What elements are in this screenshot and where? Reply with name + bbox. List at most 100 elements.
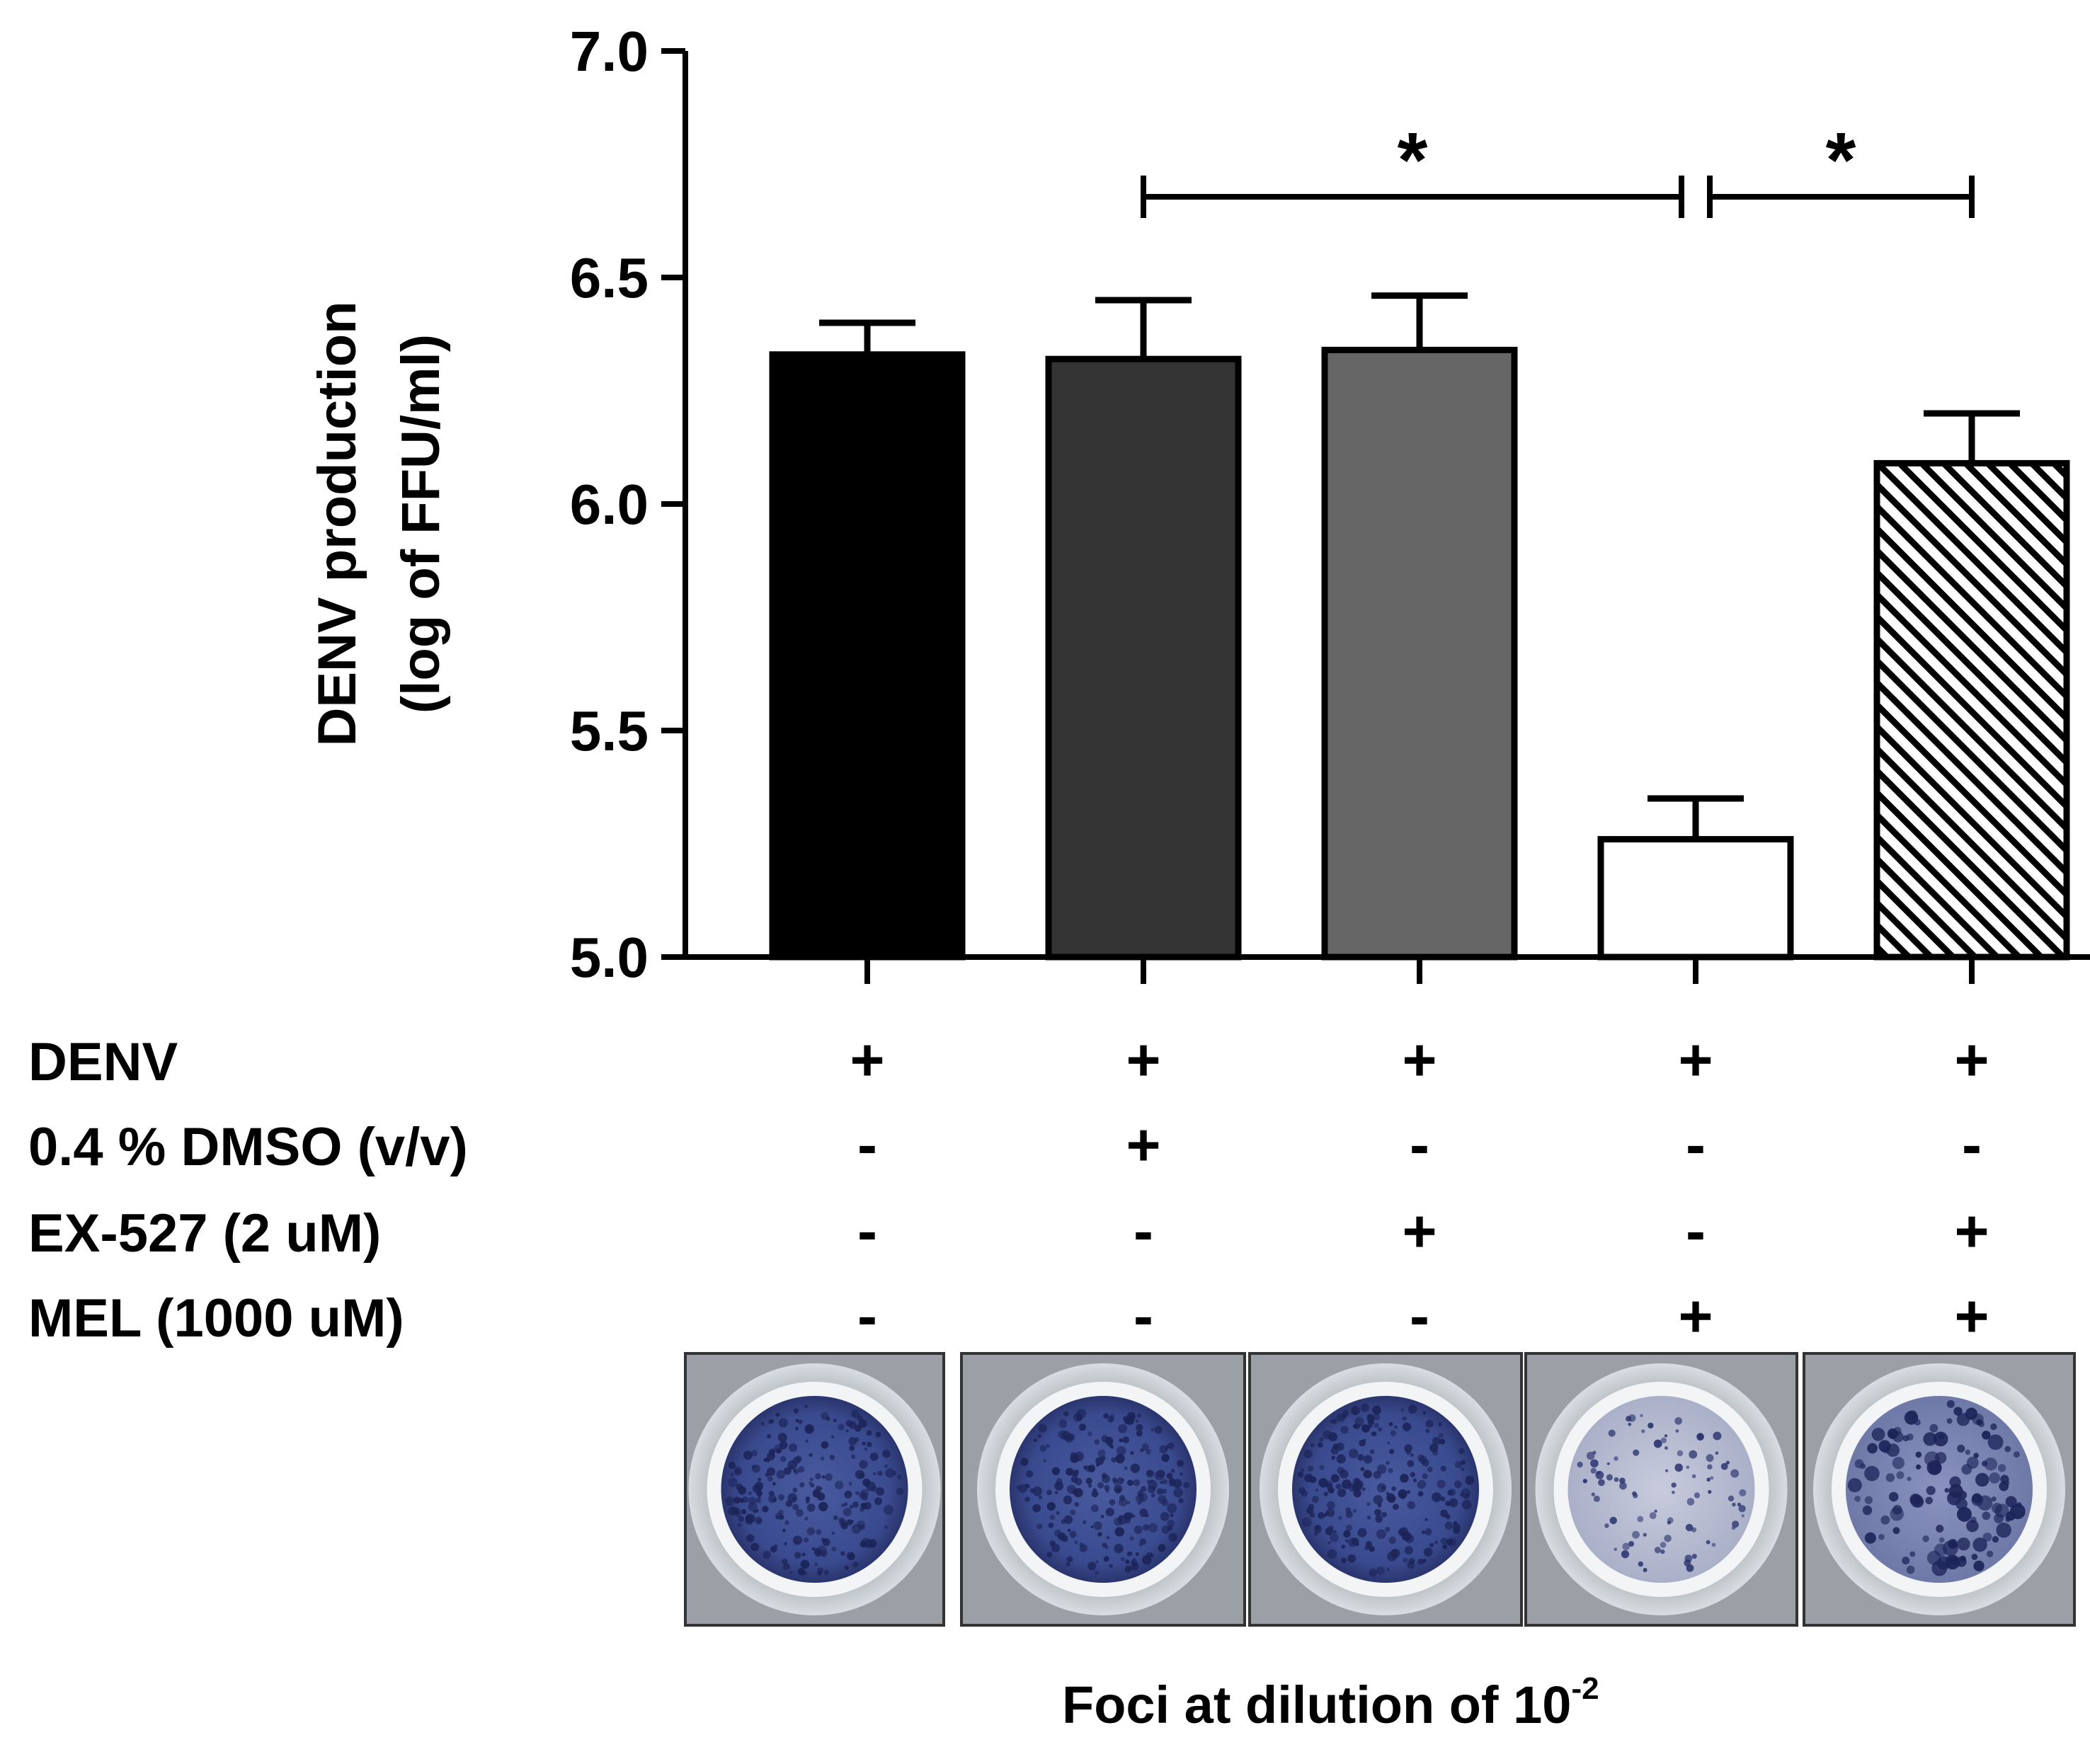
focus-dot xyxy=(1976,1419,1982,1426)
treatment-sign: + xyxy=(1126,1026,1160,1093)
focus-dot xyxy=(1439,1438,1446,1445)
focus-dot xyxy=(1351,1537,1359,1546)
focus-dot xyxy=(845,1429,849,1433)
focus-dot xyxy=(866,1481,876,1491)
focus-dot xyxy=(1694,1492,1701,1499)
focus-dot xyxy=(873,1472,876,1476)
focus-dot xyxy=(756,1490,763,1496)
focus-dot xyxy=(785,1500,793,1508)
focus-dot xyxy=(1105,1507,1114,1517)
focus-dot xyxy=(1961,1464,1972,1475)
focus-dot xyxy=(1614,1477,1619,1482)
bar-3 xyxy=(1321,346,1518,961)
focus-dot xyxy=(725,1496,735,1506)
treatment-sign: - xyxy=(1410,1283,1429,1349)
focus-dot xyxy=(782,1558,788,1565)
focus-dot xyxy=(1049,1514,1056,1520)
focus-dot xyxy=(1054,1491,1058,1495)
focus-dot xyxy=(784,1542,787,1546)
focus-dot xyxy=(1092,1488,1097,1493)
focus-dot xyxy=(1024,1496,1030,1502)
focus-dot xyxy=(1146,1448,1151,1455)
focus-dot xyxy=(1341,1484,1345,1489)
focus-dot xyxy=(1180,1472,1183,1476)
focus-dot xyxy=(1118,1497,1128,1507)
focus-dot xyxy=(884,1464,888,1468)
focus-dot xyxy=(1633,1449,1640,1456)
focus-dot xyxy=(1867,1443,1878,1454)
focus-dot xyxy=(1667,1520,1672,1525)
focus-dot xyxy=(775,1412,780,1417)
focus-dot xyxy=(809,1477,813,1482)
focus-dot xyxy=(1691,1527,1697,1533)
focus-dot xyxy=(1123,1416,1130,1422)
treatment-sign: - xyxy=(1962,1111,1982,1178)
focus-dot xyxy=(1387,1441,1391,1445)
focus-dot xyxy=(1672,1490,1675,1494)
focus-dot xyxy=(1087,1465,1096,1472)
focus-dot xyxy=(1301,1468,1305,1472)
focus-dot xyxy=(1362,1438,1366,1443)
focus-dot xyxy=(1454,1480,1462,1489)
focus-dot xyxy=(1303,1449,1313,1459)
focus-dot xyxy=(1343,1530,1351,1538)
focus-dot xyxy=(1158,1544,1166,1552)
focus-dot xyxy=(1090,1525,1094,1529)
focus-dot xyxy=(1376,1464,1387,1474)
focus-dot xyxy=(1888,1491,1899,1502)
focus-dot xyxy=(1101,1472,1107,1479)
error-bars xyxy=(819,292,2020,840)
focus-dot xyxy=(1344,1539,1349,1543)
focus-dot xyxy=(1173,1487,1183,1498)
focus-dot xyxy=(1067,1528,1071,1533)
focus-dot xyxy=(1146,1470,1152,1476)
focus-dot xyxy=(770,1545,777,1553)
focus-dot xyxy=(2016,1502,2022,1508)
focus-dot xyxy=(1465,1475,1475,1485)
focus-dot xyxy=(1341,1545,1345,1549)
focus-dot xyxy=(1934,1452,1947,1464)
focus-dot xyxy=(1326,1483,1333,1490)
focus-dot xyxy=(1391,1548,1400,1558)
focus-dot xyxy=(2005,1496,2017,1508)
focus-dot xyxy=(1133,1479,1141,1487)
focus-dot xyxy=(1946,1399,1955,1408)
focus-dot xyxy=(1126,1479,1133,1487)
focus-dot xyxy=(1424,1528,1432,1536)
focus-dot xyxy=(1447,1489,1454,1496)
focus-dot xyxy=(755,1482,764,1491)
focus-dot xyxy=(1399,1492,1406,1499)
focus-dot xyxy=(1127,1551,1133,1557)
focus-dot xyxy=(805,1496,811,1501)
focus-dot xyxy=(1323,1491,1328,1496)
focus-dot xyxy=(1141,1486,1147,1492)
y-tick-label: 6.5 xyxy=(570,246,649,309)
focus-dot xyxy=(1446,1538,1453,1545)
focus-dot xyxy=(1373,1413,1381,1421)
focus-dot xyxy=(1148,1523,1158,1533)
focus-dot xyxy=(860,1503,866,1508)
focus-dot xyxy=(1330,1419,1335,1424)
focus-dot xyxy=(1319,1437,1324,1442)
focus-dot xyxy=(1929,1462,1942,1474)
y-tick-label: 5.5 xyxy=(570,699,649,762)
focus-dot xyxy=(795,1508,804,1517)
focus-dot xyxy=(1957,1506,1972,1522)
focus-dot xyxy=(1049,1540,1056,1547)
focus-dot xyxy=(741,1508,747,1515)
focus-dot xyxy=(1150,1494,1155,1498)
focus-dot xyxy=(1738,1505,1746,1513)
focus-dot xyxy=(1407,1404,1417,1414)
focus-dot xyxy=(883,1505,893,1515)
focus-dot xyxy=(1037,1433,1041,1438)
focus-dot xyxy=(1135,1552,1139,1557)
focus-dot xyxy=(1424,1518,1428,1521)
focus-dot xyxy=(816,1492,826,1501)
well-stain xyxy=(1568,1396,1755,1583)
focus-dot xyxy=(1685,1523,1694,1532)
foci-well-5 xyxy=(1803,1352,2076,1627)
focus-dot xyxy=(1074,1501,1080,1507)
focus-dot xyxy=(1352,1424,1357,1428)
focus-dot xyxy=(789,1443,797,1453)
focus-dot xyxy=(1674,1463,1683,1472)
